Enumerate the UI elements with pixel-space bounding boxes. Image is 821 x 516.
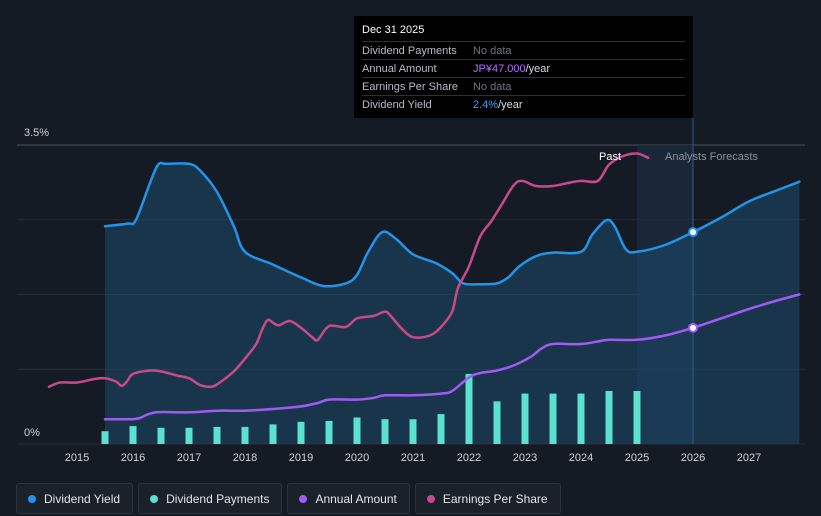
legend-dot-icon xyxy=(426,494,435,503)
tooltip-label: Dividend Payments xyxy=(362,44,457,57)
x-tick-label: 2022 xyxy=(457,452,481,464)
annual-amount-marker xyxy=(688,322,698,333)
x-tick-label: 2025 xyxy=(625,452,649,464)
dividend-payment-bar xyxy=(297,421,305,444)
annual-amount-line xyxy=(103,293,801,421)
x-tick-label: 2020 xyxy=(345,452,369,464)
tooltip-unit: /year xyxy=(498,98,523,111)
dividend-yield-area xyxy=(105,162,800,444)
tooltip-value: 2.4% xyxy=(473,98,499,111)
legend-label: Dividend Yield xyxy=(44,491,121,506)
tooltip-value: No data xyxy=(473,80,512,93)
tooltip-value: No data xyxy=(473,44,512,57)
y-tick-label-bottom: 0% xyxy=(24,427,40,439)
dividend-payment-bars xyxy=(101,373,641,444)
tooltip-unit: /year xyxy=(525,62,551,75)
x-tick-label: 2024 xyxy=(569,452,593,464)
x-tick-label: 2027 xyxy=(737,452,761,464)
axes: 3.5% 0% 2015 2016 2017 2018 2019 2020 2021 2022 20… xyxy=(24,127,761,464)
dividend-payment-bar xyxy=(353,417,361,444)
highlight-markers xyxy=(688,227,698,333)
earnings-per-share-line xyxy=(47,152,650,389)
tooltip-row-dividend-yield: Dividend Yield 2.4%/year xyxy=(362,95,685,113)
x-tick-label: 2016 xyxy=(121,452,145,464)
tooltip-value: JP¥47.000 xyxy=(473,62,526,75)
dividend-payment-bar xyxy=(521,393,529,444)
x-tick-label: 2017 xyxy=(177,452,201,464)
legend-annual-amount[interactable]: Annual Amount xyxy=(287,483,410,514)
legend-dot-icon xyxy=(299,494,308,503)
x-tick-label: 2026 xyxy=(681,452,705,464)
dividend-payment-bar xyxy=(241,426,249,444)
past-region-label: Past xyxy=(599,151,621,163)
dividend-payment-bar xyxy=(605,391,613,444)
tooltip-date: Dec 31 2025 xyxy=(362,24,425,36)
tooltip-row-dividend-payments: Dividend Payments No data xyxy=(362,41,685,59)
x-tick-label: 2018 xyxy=(233,452,257,464)
dividend-payment-bar xyxy=(325,420,333,444)
dividend-yield-line xyxy=(103,161,801,288)
x-tick-label: 2021 xyxy=(401,452,425,464)
dividend-payment-bar xyxy=(157,427,165,444)
legend-dividend-payments[interactable]: Dividend Payments xyxy=(138,483,283,514)
dividend-payment-bar xyxy=(269,424,277,444)
dividend-payment-bar xyxy=(633,391,641,444)
tooltip-label: Earnings Per Share xyxy=(362,80,458,93)
dividend-payment-bar xyxy=(549,393,557,444)
x-tick-label: 2023 xyxy=(513,452,537,464)
tooltip-row-earnings-per-share: Earnings Per Share No data xyxy=(362,77,685,95)
dividend-payment-bar xyxy=(381,419,389,444)
dividend-payment-bar xyxy=(577,393,585,444)
legend-dot-icon xyxy=(28,494,36,503)
tooltip: Dec 31 2025 Dividend Payments No data An… xyxy=(354,16,693,118)
legend-dividend-yield[interactable]: Dividend Yield xyxy=(16,483,134,514)
x-tick-label: 2015 xyxy=(65,452,89,464)
legend-label: Annual Amount xyxy=(315,491,397,506)
series-lines xyxy=(47,152,801,421)
dividend-yield-marker xyxy=(688,227,698,238)
tooltip-row-annual-amount: Annual Amount JP¥47.000/year xyxy=(362,59,685,77)
x-tick-label: 2019 xyxy=(289,452,313,464)
forecast-region-label: Analysts Forecasts xyxy=(665,151,758,163)
legend-earnings-per-share[interactable]: Earnings Per Share xyxy=(414,483,561,514)
dividend-payment-bar xyxy=(409,419,417,444)
dividend-payment-bar xyxy=(129,426,137,444)
legend-label: Dividend Payments xyxy=(166,491,270,506)
tooltip-label: Annual Amount xyxy=(362,62,437,75)
legend-dot-icon xyxy=(150,494,159,503)
dividend-payment-bar xyxy=(213,426,221,444)
dividend-payment-bar xyxy=(437,414,445,444)
tooltip-label: Dividend Yield xyxy=(362,98,432,111)
legend-label: Earnings Per Share xyxy=(442,491,548,506)
dividend-payment-bar xyxy=(493,401,501,444)
dividend-payment-bar xyxy=(101,431,109,444)
y-tick-label-top: 3.5% xyxy=(24,127,49,139)
dividend-payment-bar xyxy=(185,427,193,444)
area-fills xyxy=(105,162,800,444)
legend: Dividend Yield Dividend Payments Annual … xyxy=(16,483,561,514)
dividend-payment-bar xyxy=(465,373,473,444)
